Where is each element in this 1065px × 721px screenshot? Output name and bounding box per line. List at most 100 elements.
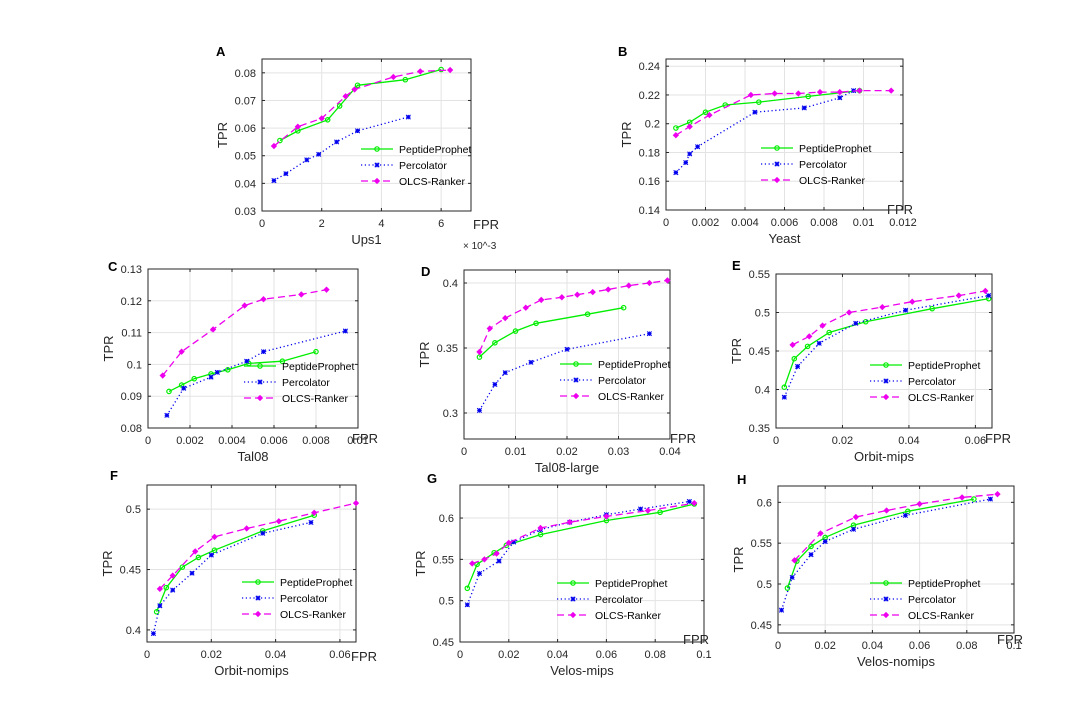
legend: PeptideProphet Percolator OLCS-Ranker bbox=[870, 578, 980, 622]
x-tick-label: 0.1 bbox=[696, 649, 711, 661]
data-point bbox=[955, 292, 962, 299]
series-line bbox=[159, 502, 357, 590]
y-tick-label: 0.22 bbox=[639, 90, 660, 102]
data-point bbox=[752, 109, 758, 115]
data-point bbox=[771, 90, 778, 97]
panel-letter: H bbox=[737, 472, 746, 487]
legend: PeptideProphet Percolator OLCS-Ranker bbox=[244, 361, 354, 405]
legend-label: OLCS-Ranker bbox=[399, 176, 465, 188]
data-point bbox=[805, 93, 812, 100]
y-tick-label: 0.45 bbox=[433, 637, 454, 649]
data-point bbox=[271, 178, 277, 184]
data-point bbox=[324, 117, 331, 123]
legend-marker bbox=[572, 392, 580, 400]
data-point bbox=[637, 506, 644, 512]
legend-label: Percolator bbox=[399, 160, 447, 172]
data-point bbox=[804, 343, 811, 350]
y-tick-label: 0.35 bbox=[749, 423, 770, 435]
data-point bbox=[390, 73, 397, 81]
data-point bbox=[982, 287, 989, 295]
legend-label: Percolator bbox=[282, 377, 330, 389]
fpr-label: FPR bbox=[473, 217, 499, 232]
x-tick-label: 0.01 bbox=[853, 217, 874, 229]
y-axis-label: TPR bbox=[215, 122, 230, 148]
series-percolator bbox=[778, 496, 993, 613]
legend-marker bbox=[570, 596, 576, 602]
fpr-label: FPR bbox=[352, 431, 378, 446]
legend-label: Percolator bbox=[595, 594, 643, 606]
y-tick-label: 0.12 bbox=[121, 296, 142, 308]
data-point bbox=[791, 355, 798, 362]
x-tick-label: 0.1 bbox=[1006, 640, 1021, 652]
data-point bbox=[512, 328, 519, 334]
legend-marker bbox=[774, 161, 780, 167]
legend-label: OLCS-Ranker bbox=[908, 610, 974, 622]
x-tick-label: 0.03 bbox=[608, 446, 629, 458]
data-point bbox=[826, 329, 832, 336]
y-tick-label: 0.03 bbox=[235, 206, 256, 218]
data-point bbox=[170, 587, 176, 593]
data-point bbox=[687, 151, 693, 157]
data-point bbox=[564, 346, 570, 352]
x-exponent-label: × 10^-3 bbox=[463, 241, 497, 252]
legend-marker bbox=[569, 611, 577, 619]
legend-label: PeptideProphet bbox=[799, 143, 871, 155]
data-point bbox=[672, 132, 680, 139]
legend-marker bbox=[882, 611, 890, 619]
y-tick-label: 0.35 bbox=[437, 343, 458, 355]
x-tick-label: 0.02 bbox=[498, 649, 519, 661]
x-tick-label: 0.02 bbox=[201, 649, 222, 661]
data-point bbox=[801, 105, 807, 111]
data-point bbox=[464, 585, 471, 592]
data-point bbox=[214, 369, 220, 375]
data-point bbox=[695, 144, 701, 150]
series-percolator bbox=[673, 88, 857, 176]
data-point bbox=[605, 286, 612, 293]
legend-marker bbox=[254, 610, 262, 618]
data-point bbox=[318, 115, 325, 122]
series-line bbox=[478, 307, 624, 358]
series-line bbox=[783, 297, 989, 388]
data-point bbox=[819, 322, 826, 329]
data-point bbox=[178, 382, 185, 388]
data-point bbox=[778, 607, 785, 613]
panel-letter: G bbox=[427, 471, 437, 486]
data-point bbox=[313, 348, 319, 355]
data-point bbox=[157, 603, 163, 609]
data-point bbox=[304, 157, 310, 163]
data-point bbox=[342, 328, 348, 334]
data-point bbox=[747, 91, 755, 99]
x-tick-label: 4 bbox=[378, 218, 384, 230]
data-point bbox=[702, 109, 709, 116]
legend-marker bbox=[883, 596, 889, 602]
x-tick-label: 0.06 bbox=[596, 649, 617, 661]
y-axis-label: TPR bbox=[100, 551, 115, 577]
legend-label: Percolator bbox=[908, 376, 956, 388]
legend-label: Percolator bbox=[799, 159, 847, 171]
data-point bbox=[883, 507, 890, 514]
legend-label: OLCS-Ranker bbox=[799, 175, 865, 187]
legend-label: PeptideProphet bbox=[908, 360, 980, 372]
legend-label: OLCS-Ranker bbox=[595, 610, 661, 622]
y-tick-label: 0.14 bbox=[639, 205, 660, 217]
series-line bbox=[478, 333, 650, 411]
legend-marker bbox=[255, 579, 261, 585]
data-point bbox=[994, 491, 1001, 498]
x-tick-label: 6 bbox=[438, 218, 444, 230]
data-point bbox=[164, 412, 170, 418]
x-tick-label: 0.02 bbox=[814, 640, 835, 652]
series-peptideprophet bbox=[476, 304, 627, 360]
y-tick-label: 0.09 bbox=[121, 391, 142, 403]
y-tick-label: 0.45 bbox=[749, 346, 770, 358]
data-point bbox=[354, 82, 361, 89]
y-tick-label: 0.3 bbox=[443, 408, 458, 420]
legend-marker bbox=[774, 145, 780, 151]
y-axis-label: TPR bbox=[619, 122, 634, 148]
series-line bbox=[155, 514, 315, 613]
series-olcs-ranker bbox=[672, 87, 895, 139]
data-point bbox=[816, 88, 824, 96]
data-point bbox=[879, 303, 886, 311]
data-point bbox=[538, 296, 545, 304]
series-line bbox=[478, 279, 668, 353]
data-point bbox=[342, 93, 349, 100]
